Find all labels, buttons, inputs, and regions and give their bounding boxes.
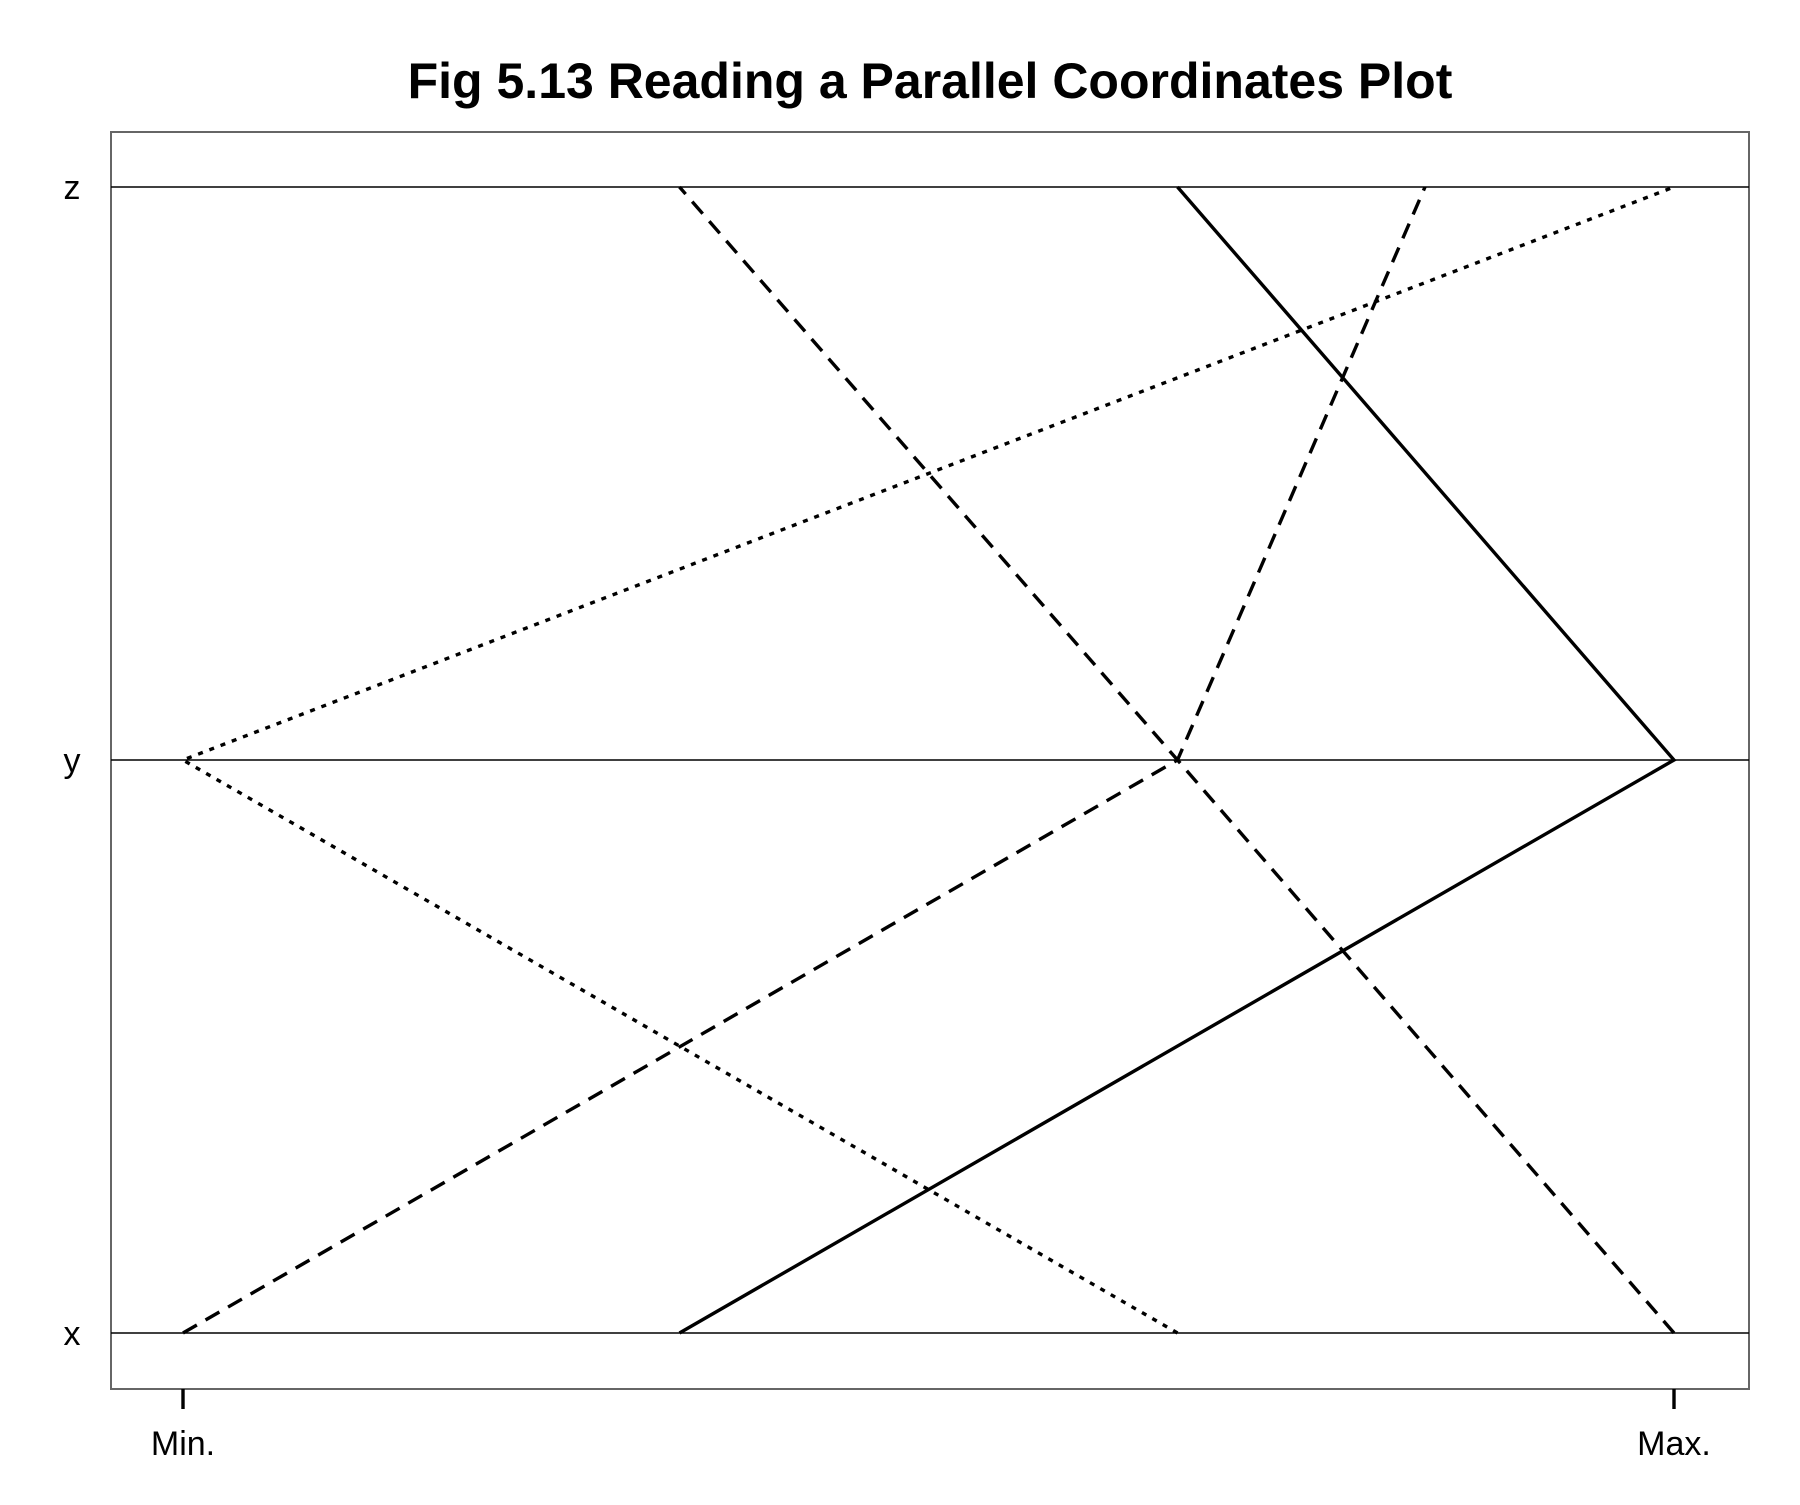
series-line-4 [678,185,1677,1335]
axis-label-x: x [64,1315,81,1353]
series-line-3 [678,185,1676,1335]
axis-label-z: z [64,169,81,207]
tick-label-max: Max. [1637,1425,1711,1463]
series-line-1 [179,185,1675,1335]
axis-label-y: y [64,742,81,780]
tick-label-min: Min. [151,1425,215,1463]
chart-title: Fig 5.13 Reading a Parallel Coordinates … [408,53,1453,109]
axes-layer: x y z [64,169,1749,1353]
ticks-layer: Min. Max. [151,1389,1711,1463]
series-layer [179,185,1677,1335]
